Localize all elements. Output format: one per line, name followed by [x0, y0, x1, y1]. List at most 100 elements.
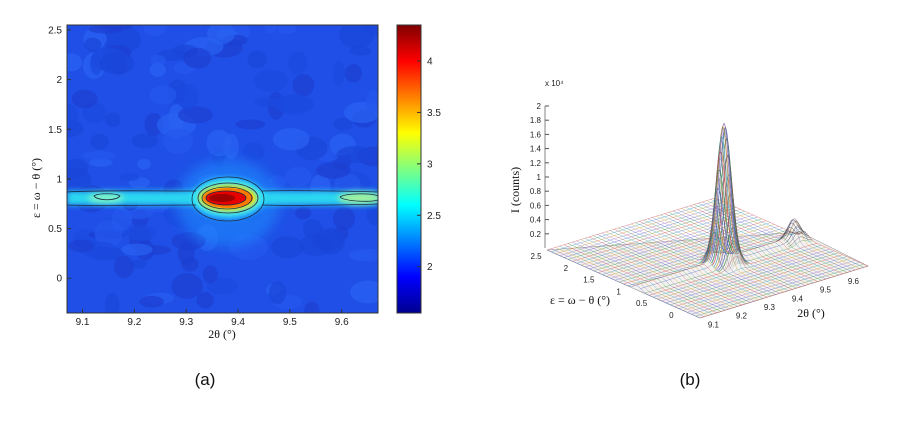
contour-2 [197, 182, 259, 214]
mesh-line-v [551, 248, 705, 317]
texture-blob [142, 25, 168, 37]
texture-blob [247, 50, 267, 69]
surface-x-tick-label: 9.3 [764, 303, 776, 312]
z-tick-label: 1.8 [530, 116, 542, 125]
mesh-line-v [668, 212, 822, 281]
secondary-peak-line [786, 231, 811, 246]
texture-blob [121, 243, 153, 256]
texture-blob [333, 117, 353, 131]
texture-blob [113, 255, 135, 278]
mesh-line-v [572, 241, 726, 311]
texture-blob [339, 25, 375, 49]
texture-blob [84, 37, 102, 52]
surface-y-label: ε = ω − θ (°) [550, 293, 610, 307]
texture-blob [316, 162, 351, 179]
texture-blob [137, 158, 152, 170]
z-tick-label: 0.6 [530, 201, 542, 210]
surface-y-tick-label: 2.5 [531, 252, 543, 261]
mesh-line-v [588, 236, 743, 306]
y-tick-label: 1.5 [48, 125, 62, 136]
texture-blob [242, 142, 266, 161]
mesh-line-v [555, 247, 709, 316]
mesh-line-v [559, 245, 713, 315]
z-tick-label: 1 [537, 173, 542, 182]
texture-blob [111, 207, 132, 232]
mesh-line-v [576, 240, 730, 310]
colorbar-tick-label: 3 [427, 159, 433, 170]
surface-y-ticks: 0 0.5 1 1.5 2 2.5 [531, 252, 675, 320]
mesh-line-v [677, 209, 831, 278]
mesh-line-v [656, 215, 810, 285]
texture-blob [196, 292, 214, 309]
texture-blob [206, 25, 235, 45]
z-tick-label: 1.4 [530, 145, 542, 154]
mesh-line-v [664, 213, 818, 282]
heatmap-y-label: ε = ω − θ (°) [29, 158, 43, 218]
texture-blob [68, 239, 95, 253]
texture-blob [272, 95, 313, 113]
colorbar [396, 24, 422, 314]
mesh-line-v [567, 243, 722, 312]
mesh-line-v [597, 234, 751, 303]
heatmap-features [67, 159, 378, 247]
contour-4 [205, 190, 247, 206]
contour-lines [67, 176, 378, 222]
contour-3 [201, 186, 253, 210]
texture-blob [264, 25, 277, 34]
mesh-line-v [693, 204, 848, 273]
colorbar-tick-label: 2 [427, 262, 433, 273]
surface-x-tick-label: 9.5 [820, 286, 832, 295]
heatmap-x-label: 2θ (°) [208, 327, 236, 341]
texture-blob [334, 172, 361, 197]
mesh-line-v [605, 231, 759, 301]
peak-core [209, 194, 235, 202]
surface-x-tick-label: 9.1 [708, 320, 720, 329]
texture-blob [67, 103, 78, 129]
texture-blob [177, 240, 195, 265]
surface-secondary-peak [776, 218, 813, 247]
peak-line [714, 155, 742, 265]
surface-y-tick-label: 1.5 [583, 276, 595, 285]
texture-blob [332, 60, 345, 86]
y-tick-label: 1 [56, 174, 62, 185]
peak-line [721, 236, 749, 266]
texture-blob [144, 113, 164, 136]
texture-blob [162, 128, 194, 155]
side-spot-left [88, 193, 124, 203]
texture-blob [126, 225, 157, 242]
x-tick-label: 9.1 [76, 317, 90, 328]
texture-blob [344, 64, 362, 83]
secondary-peak-line [785, 225, 810, 243]
heatmap-panel: 9.1 9.2 9.3 9.4 9.5 9.6 0 0.5 1 1.5 2 2.5 2θ (°) ε… [29, 24, 441, 389]
texture-blob [99, 52, 135, 75]
texture-blob [299, 233, 334, 256]
surface-x-ticks: 9.1 9.2 9.3 9.4 9.5 9.6 [708, 277, 860, 329]
texture-blob [171, 273, 203, 299]
x-tick-label: 9.5 [283, 317, 297, 328]
surface-peak [698, 122, 749, 273]
surface-x-label: 2θ (°) [797, 306, 825, 320]
secondary-peak-line [776, 231, 800, 242]
texture-blob [183, 47, 212, 69]
mesh-line-v [660, 214, 814, 284]
surface-x-tick-label: 9.2 [736, 312, 748, 321]
secondary-peak-line [779, 223, 803, 241]
texture-blob [149, 62, 166, 77]
panel-b-label: (b) [680, 370, 701, 389]
mesh-line-v [563, 244, 717, 314]
texture-blob [139, 295, 164, 308]
heatmap-x-ticks: 9.1 9.2 9.3 9.4 9.5 9.6 [76, 309, 349, 328]
mesh-line-v [681, 208, 835, 277]
texture-blob [348, 248, 378, 262]
mesh-line-v [618, 227, 772, 297]
texture-blob [333, 207, 356, 230]
texture-blob [202, 265, 218, 284]
mesh-line-v [580, 239, 734, 308]
texture-blob [118, 172, 140, 182]
texture-blob [105, 292, 120, 313]
mesh-line-v [685, 206, 839, 276]
surface-mesh [546, 129, 869, 319]
z-exponent-label: x 10⁴ [545, 79, 564, 88]
y-tick-label: 2 [56, 75, 62, 86]
texture-blob [288, 51, 308, 75]
